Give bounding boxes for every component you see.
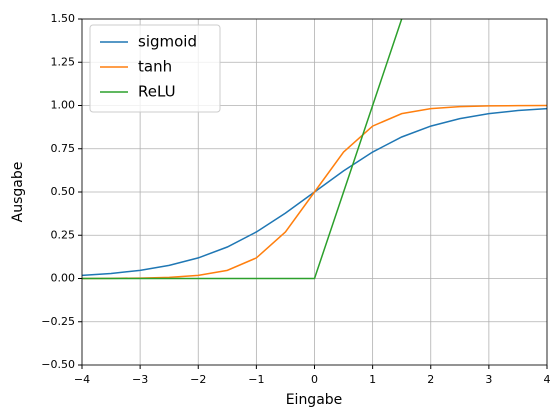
legend-box [89, 24, 221, 113]
x-tick-label: 1 [369, 373, 376, 386]
y-tick-label: 1.25 [51, 55, 76, 68]
x-tick-label: −3 [132, 373, 148, 386]
x-tick-label: −1 [248, 373, 264, 386]
plot-frame [81, 18, 548, 366]
x-tick-label: 0 [311, 373, 318, 386]
x-axis-label: Eingabe [286, 392, 343, 408]
y-tick-label: 0.75 [51, 142, 76, 155]
line-series [82, 104, 547, 280]
y-tick-label: 1.00 [51, 99, 76, 112]
y-tick-label: 0.50 [51, 185, 76, 198]
plot-lines [82, 19, 547, 280]
x-tick-label: 3 [485, 373, 492, 386]
y-tick-label: −0.25 [41, 315, 75, 328]
y-tick-label: 1.50 [51, 12, 76, 25]
legend-label: tanh [138, 58, 172, 76]
x-tick-label: 4 [544, 373, 550, 386]
legend-label: sigmoid [138, 33, 197, 51]
legend-label: ReLU [138, 83, 176, 101]
y-tick-label: 0.25 [51, 228, 76, 241]
x-tick-label: −4 [74, 373, 90, 386]
x-tick-label: −2 [190, 373, 206, 386]
y-axis-label: Ausgabe [10, 162, 26, 223]
x-tick-label: 2 [427, 373, 434, 386]
y-tick-label: −0.50 [41, 358, 75, 371]
y-tick-label: 0.00 [51, 272, 76, 285]
line-series [82, 19, 403, 280]
